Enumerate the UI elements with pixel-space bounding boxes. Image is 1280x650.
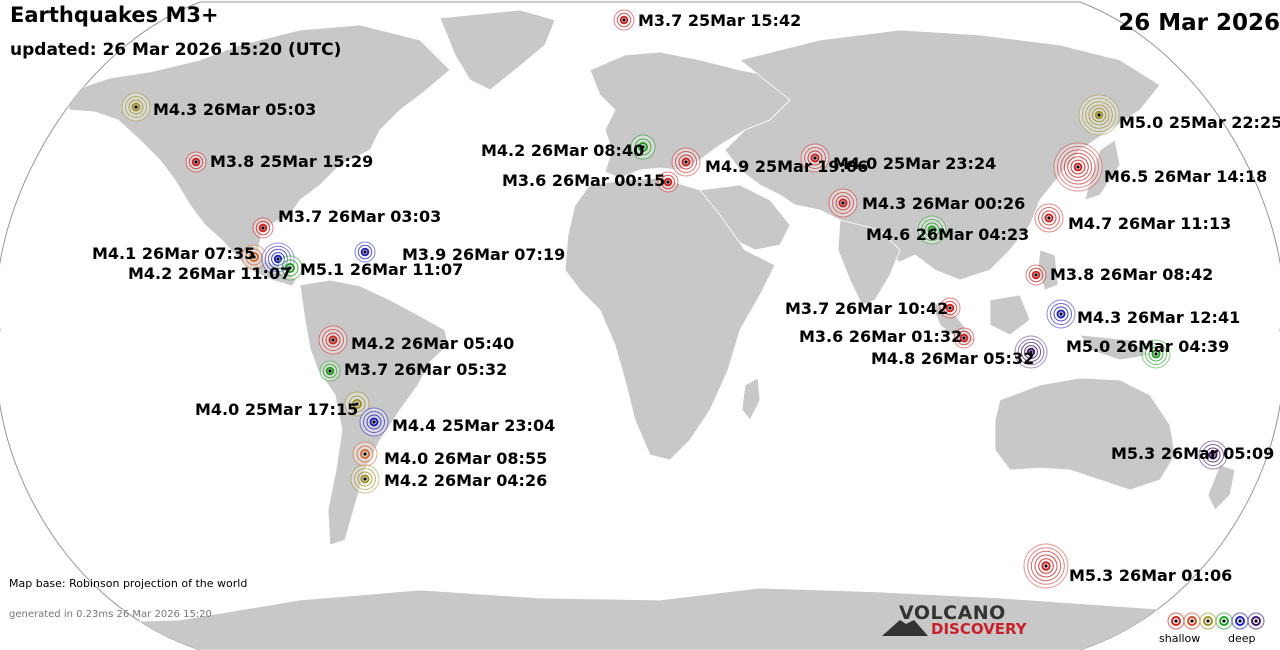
quake-label: M6.5 26Mar 14:18 (1104, 167, 1268, 186)
quake-marker[interactable] (1198, 440, 1228, 470)
quake-marker[interactable] (917, 215, 947, 245)
quake-marker[interactable] (630, 134, 656, 160)
volcano-discovery-logo[interactable]: VOLCANO DISCOVERY (880, 602, 1040, 642)
quake-marker[interactable] (1025, 264, 1047, 286)
quake-label: M4.1 26Mar 07:35 (92, 244, 256, 263)
quake-marker[interactable] (657, 171, 679, 193)
quake-marker[interactable] (800, 143, 830, 173)
quake-label: M4.0 25Mar 17:15 (195, 400, 359, 419)
quake-markers (121, 9, 1228, 589)
depth-legend: shallow deep (1156, 609, 1280, 650)
quake-marker[interactable] (252, 217, 274, 239)
quake-label: M3.6 26Mar 01:32 (799, 327, 963, 346)
logo-text-discovery: DISCOVERY (931, 620, 1027, 638)
quake-marker[interactable] (939, 297, 961, 319)
quake-marker[interactable] (350, 464, 380, 494)
legend-ring[interactable] (1247, 612, 1265, 630)
quake-label: M3.8 25Mar 15:29 (210, 152, 374, 171)
quake-label: M4.0 25Mar 23:24 (833, 154, 997, 173)
updated-timestamp: updated: 26 Mar 2026 15:20 (UTC) (10, 40, 342, 60)
australia (994, 377, 1176, 491)
greenland (439, 9, 556, 91)
volcano-icon (882, 620, 928, 636)
quake-marker[interactable] (344, 391, 370, 417)
legend-rings (1167, 612, 1265, 630)
quake-marker[interactable] (1023, 543, 1069, 589)
quake-label: M3.7 26Mar 05:32 (344, 360, 508, 379)
quake-marker[interactable] (1014, 335, 1048, 369)
quake-label: M3.7 25Mar 15:42 (638, 11, 802, 30)
legend-deep-label: deep (1228, 632, 1256, 645)
quake-label: M5.0 25Mar 22:25 (1119, 113, 1280, 132)
legend-shallow-label: shallow (1159, 632, 1201, 645)
quake-marker[interactable] (1078, 94, 1120, 136)
quake-marker[interactable] (359, 407, 389, 437)
quake-label: M3.7 26Mar 03:03 (278, 207, 442, 226)
asia (724, 29, 1161, 281)
quake-label: M4.3 26Mar 00:26 (862, 194, 1026, 213)
quake-label: M3.9 26Mar 07:19 (402, 245, 566, 264)
quake-marker[interactable] (241, 244, 267, 270)
quake-marker[interactable] (354, 241, 376, 263)
japan (1084, 139, 1121, 201)
quake-label: M3.7 26Mar 10:42 (785, 299, 949, 318)
madagascar (741, 377, 761, 421)
quake-marker[interactable] (121, 92, 151, 122)
quake-label: M4.3 26Mar 12:41 (1077, 308, 1241, 327)
quake-label: M5.3 26Mar 05:09 (1111, 444, 1275, 463)
quake-label: M4.7 26Mar 11:13 (1068, 214, 1232, 233)
quake-label: M3.8 26Mar 08:42 (1050, 265, 1214, 284)
legend-ring[interactable] (1183, 612, 1201, 630)
quake-marker[interactable] (953, 327, 975, 349)
quake-label: M4.4 25Mar 23:04 (392, 416, 556, 435)
quake-marker[interactable] (1034, 203, 1064, 233)
philippines (1037, 249, 1059, 291)
quake-marker[interactable] (1141, 339, 1171, 369)
india (837, 219, 901, 306)
quake-marker[interactable] (185, 151, 207, 173)
quake-label: M4.2 26Mar 08:40 (481, 141, 645, 160)
quake-label: M4.0 26Mar 08:55 (384, 449, 548, 468)
current-date: 26 Mar 2026 (1118, 10, 1280, 36)
africa (564, 177, 776, 461)
quake-marker[interactable] (613, 9, 635, 31)
new-zealand (1207, 464, 1236, 511)
quake-marker[interactable] (1053, 142, 1103, 192)
quake-label: M5.1 26Mar 11:07 (300, 260, 464, 279)
legend-ring[interactable] (1167, 612, 1185, 630)
quake-marker[interactable] (277, 255, 303, 281)
quake-marker[interactable] (671, 147, 701, 177)
quake-marker[interactable] (318, 325, 348, 355)
new-guinea (1079, 334, 1151, 361)
generated-note: generated in 0.23ms 26 Mar 2026 15:20 (9, 609, 212, 620)
quake-label: M4.9 25Mar 19:06 (705, 157, 869, 176)
quake-marker[interactable] (319, 360, 341, 382)
legend-ring[interactable] (1215, 612, 1233, 630)
quake-label: M4.8 26Mar 05:32 (871, 349, 1035, 368)
map-title: Earthquakes M3+ (10, 3, 219, 27)
quake-marker[interactable] (1046, 299, 1076, 329)
quake-label: M4.6 26Mar 04:23 (866, 225, 1030, 244)
quake-label: M4.2 26Mar 04:26 (384, 471, 548, 490)
quake-marker[interactable] (828, 188, 858, 218)
quake-label: M5.3 26Mar 01:06 (1069, 566, 1233, 585)
quake-marker[interactable] (352, 441, 378, 467)
logo-text-volcano: VOLCANO (899, 602, 1006, 624)
borneo (989, 294, 1031, 336)
quake-label: M3.6 26Mar 00:15 (502, 171, 666, 190)
quake-label: M4.3 26Mar 05:03 (153, 100, 317, 119)
quake-label: M5.0 26Mar 04:39 (1066, 337, 1230, 356)
quake-label: M4.2 26Mar 11:07 (128, 264, 292, 283)
quake-label: M4.2 26Mar 05:40 (351, 334, 515, 353)
legend-ring[interactable] (1231, 612, 1249, 630)
antarctica (0, 587, 1280, 650)
map-base-note: Map base: Robinson projection of the wor… (9, 577, 248, 590)
